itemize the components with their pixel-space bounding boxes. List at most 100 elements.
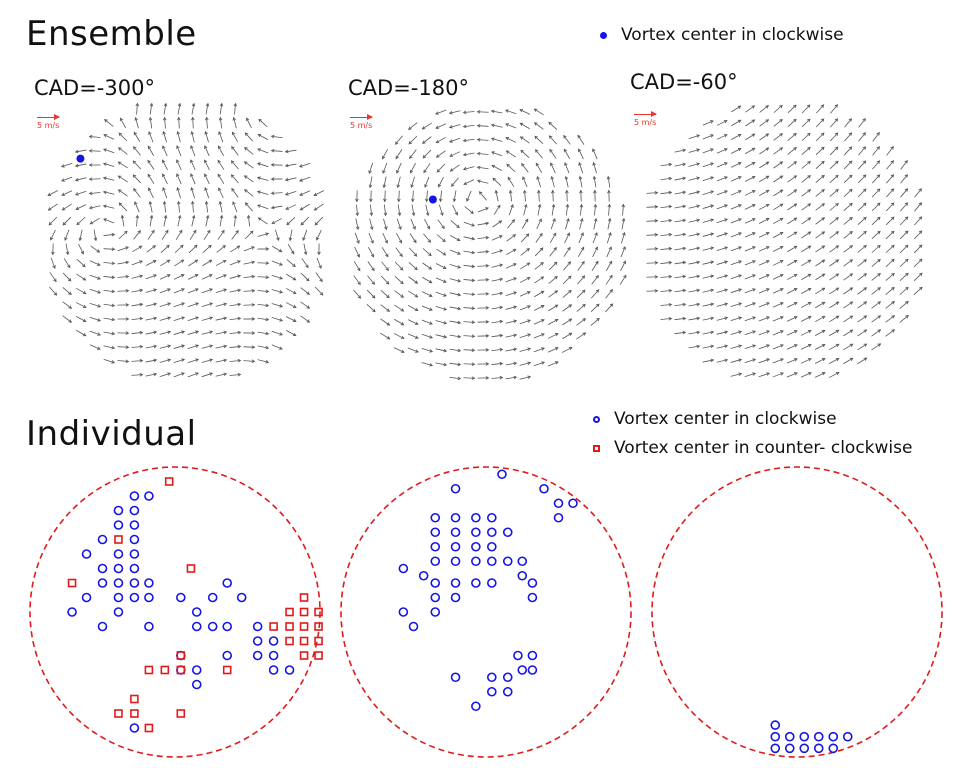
cw-vortex-marker [430,541,441,552]
flow-arrowhead [513,291,518,295]
flow-arrow [564,232,570,244]
flow-arrowhead [752,302,756,306]
flow-arrowhead [890,202,895,207]
flow-arrowhead [498,220,503,224]
flow-arrowhead [111,360,116,364]
cw-vortex-marker [450,578,461,588]
flow-arrow [205,131,209,143]
flow-arrow [62,203,72,211]
flow-arrow [367,261,375,271]
flow-arrowhead [918,188,922,192]
flow-arrowhead [877,329,882,333]
flow-arrow [786,344,798,350]
flow-arrow [857,231,867,239]
flow-arrow [463,349,475,351]
flow-arrow [204,145,210,157]
flow-arrow [103,276,115,278]
flow-arrowhead [476,165,481,170]
flow-arrowhead [303,251,308,256]
flow-arrowhead [485,362,490,366]
flow-arrow [871,329,881,337]
flow-arrow [506,248,516,256]
flow-arrowhead [807,358,812,362]
flow-arrow [177,187,181,199]
flow-arrowhead [696,148,701,152]
flow-arrow [61,190,73,196]
flow-arrowhead [235,229,239,234]
flow-arrow [117,246,129,252]
flow-arrowhead [386,336,391,340]
flow-arrow [505,306,517,310]
flow-arrow [173,331,185,335]
flow-arrowhead [165,229,169,234]
ensemble-title: Ensemble [26,14,197,54]
flow-arrow [191,103,195,115]
cw-vortex-marker [97,578,108,588]
flow-arrowhead [821,287,826,291]
flow-arrowhead [793,217,798,221]
flow-arrowhead [286,221,290,226]
flow-arrow [435,334,447,338]
flow-arrow [702,120,714,126]
flow-arrowhead [552,218,556,222]
flow-arrow [857,217,867,225]
flow-arrowhead [622,231,626,236]
flow-arrow [660,290,672,292]
flow-arrowhead [256,190,261,194]
flow-arrowhead [779,288,784,292]
flow-arrow [787,147,797,155]
vector-field-cad-300 [47,102,325,378]
flow-arrowhead [765,161,770,165]
flow-arrow [117,346,129,348]
flow-arrow [491,377,503,379]
flow-arrow [397,204,401,216]
flow-arrow [136,215,138,227]
flow-arrow [285,329,297,337]
flow-arrow [75,190,87,196]
flow-arrowhead [905,315,909,319]
flow-arrowhead [765,133,770,137]
ensemble-vortex-centers [76,154,437,204]
flow-arrowhead [621,217,626,222]
flow-arrowhead [541,319,545,323]
flow-arrowhead [807,160,811,165]
flow-arrowhead [485,292,490,296]
flow-arrowhead [710,274,715,279]
flow-arrowhead [205,102,210,107]
flow-arrow [801,273,811,281]
flow-arrow [716,120,728,126]
flow-arrow [534,122,544,130]
flow-arrow [520,136,530,144]
flow-arrow [477,279,489,281]
flow-arrow [89,178,101,180]
flow-arrow [243,246,255,252]
flow-arrowhead [821,259,826,263]
flow-arrowhead [288,237,293,242]
flow-arrowhead [385,253,389,258]
flow-arrow [758,330,770,336]
flow-arrow [215,260,227,266]
flow-arrowhead [554,304,559,308]
flow-arrow [800,330,812,336]
flow-arrow [688,205,700,209]
flow-arrow [131,260,143,266]
flow-arrow [538,190,540,202]
flow-arrow [800,287,812,295]
flow-arrowhead [807,231,812,235]
flow-arrow [435,348,447,352]
flow-arrowhead [904,202,909,206]
flow-arrowhead [251,331,256,335]
flow-arrow [759,105,769,113]
flow-arrow [590,318,600,326]
flow-arrow [688,163,700,167]
flow-arrow [786,316,798,322]
flow-arrow [257,303,269,307]
flow-arrowhead [751,119,756,123]
flow-arrowhead [548,121,552,126]
flow-arrow [229,275,241,279]
flow-arrowhead [821,273,826,277]
flow-arrowhead [125,274,130,279]
flow-arrow [190,145,196,157]
cw-vortex-marker [129,491,140,501]
flow-arrow [562,304,572,312]
